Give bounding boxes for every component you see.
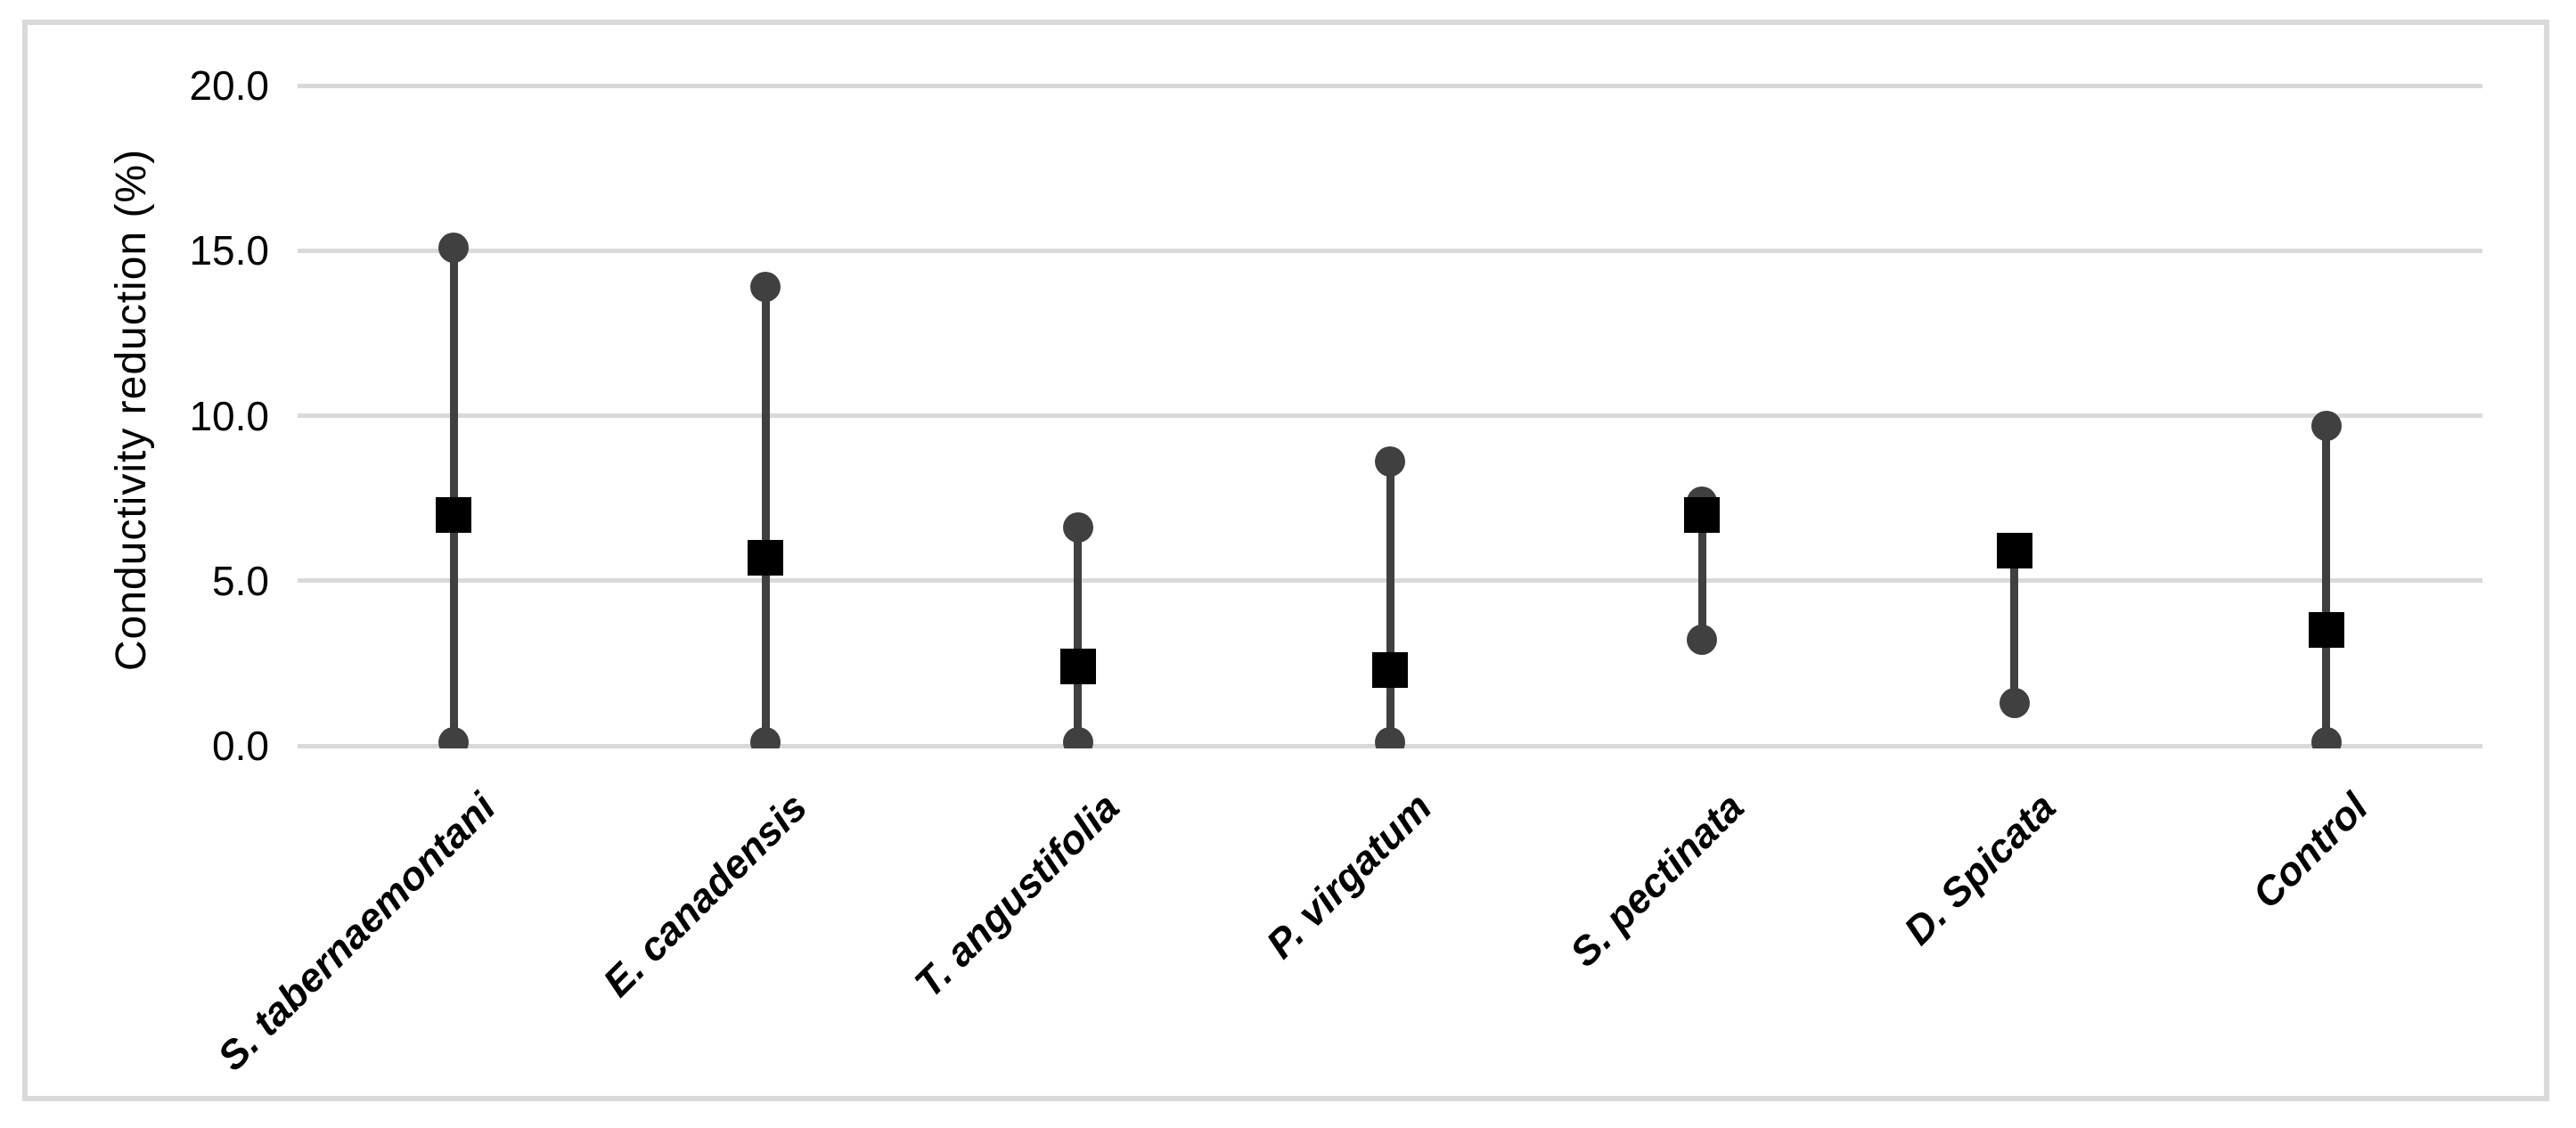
range-line [1386,462,1394,743]
y-tick-label: 10.0 [189,392,269,439]
gridline-15.0 [298,248,2482,253]
max-marker-circle [438,232,470,263]
y-tick-label: 20.0 [189,62,269,109]
y-axis-title: Conductivity reduction (%) [108,148,155,672]
min-marker-circle [438,727,470,748]
range-line [449,247,458,743]
max-marker-circle [750,272,781,302]
range-line [2322,425,2331,743]
y-tick-label: 5.0 [212,557,269,604]
chart-border-frame [22,20,2549,1101]
min-marker-circle [1999,687,2030,718]
min-marker-circle [750,727,781,748]
max-marker-circle [1062,512,1093,544]
min-marker-circle [1687,625,1718,656]
min-marker-circle [1062,727,1093,748]
mean-marker-square [2308,612,2344,649]
mean-marker-square [1684,496,1721,533]
gridline-10.0 [298,413,2482,418]
min-marker-circle [2310,727,2342,748]
mean-marker-square [1372,651,1408,688]
range-line [2010,547,2019,703]
mean-marker-square [1996,533,2032,569]
y-tick-label: 15.0 [189,227,269,274]
max-marker-circle [1375,446,1405,478]
mean-marker-square [1059,649,1096,685]
max-marker-circle [2310,410,2342,441]
range-line [761,287,770,743]
mean-marker-square [436,496,472,533]
mean-marker-square [748,539,784,576]
range-line [1697,501,1706,641]
gridline-20.0 [298,83,2482,88]
plot-area [298,80,2482,748]
range-line [1074,527,1083,743]
min-marker-circle [1375,727,1405,748]
y-tick-label: 0.0 [212,723,269,769]
